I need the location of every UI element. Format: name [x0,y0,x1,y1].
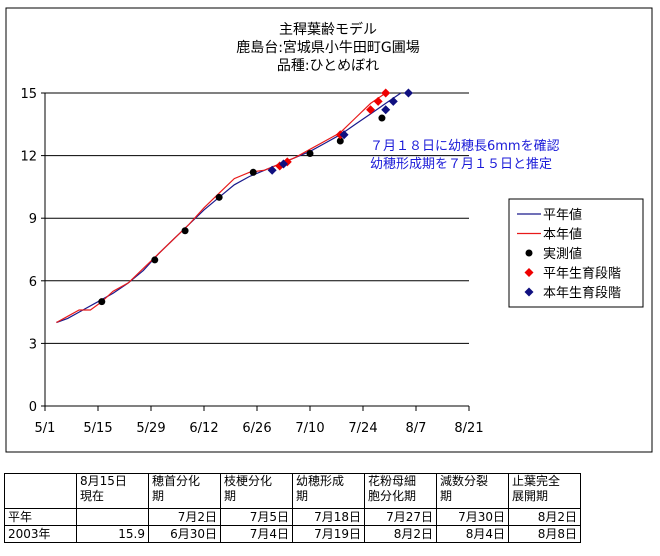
table-cell: 6月30日 [148,525,221,543]
y-tick-label: 6 [29,275,37,290]
table-cell: 7月5日 [220,508,293,526]
legend-label: 平年生育段階 [543,266,621,282]
x-tick-label: 7/10 [295,421,324,436]
table-header-cell: 花粉母細 胞分化期 [364,473,437,509]
table-row: 2003年 15.9 6月30日 7月4日 7月19日 8月2日 8月4日 8月… [4,525,581,543]
table-header-cell [4,473,77,509]
chart-title-line: 主稈葉齢モデル [279,21,377,38]
data-point-2 [215,193,223,201]
x-tick-label: 6/12 [189,421,218,436]
x-tick-label: 8/7 [406,421,427,436]
table-cell: 8月2日 [508,508,581,526]
data-point-2 [98,298,106,306]
data-point-2 [151,256,159,264]
table-cell: 8月8日 [508,525,581,543]
y-tick-label: 3 [29,337,37,352]
y-tick-label: 12 [20,150,37,165]
data-point-2 [378,114,386,122]
y-tick-label: 9 [29,212,37,227]
y-tick-label: 15 [20,87,37,102]
x-tick-label: 8/21 [454,421,483,436]
legend-label: 実測値 [543,246,582,262]
data-point-4 [388,96,398,106]
x-tick-label: 6/26 [242,421,271,436]
table-cell [76,508,149,526]
table-header-cell: 幼穂形成 期 [292,473,365,509]
data-point-3 [366,105,376,115]
table-header-cell: 減数分裂 期 [436,473,509,509]
data-point-4 [279,159,288,169]
data-point-2 [336,137,344,145]
chart-title-line: 品種:ひとめぼれ [277,58,379,74]
table-cell: 7月30日 [436,508,509,526]
data-point-4 [267,165,277,175]
table-header-cell: 8月15日 現在 [76,473,149,509]
chart-annotation: ７月１８日に幼穂長6mmを確認 [370,138,560,154]
table-header-cell: 穂首分化 期 [148,473,221,509]
y-tick-label: 0 [29,400,37,415]
chart-annotation: 幼穂形成期を７月１５日と推定 [370,157,552,172]
table-header-row: 8月15日 現在 穂首分化 期 枝梗分化 期 幼穂形成 期 花粉母細 胞分化期 … [4,473,581,509]
table-cell: 7月4日 [220,525,293,543]
table-cell: 15.9 [76,525,149,543]
legend-swatch [525,249,533,257]
legend-label: 本年値 [543,227,582,243]
data-point-4 [403,88,413,98]
x-tick-label: 5/1 [35,421,56,436]
data-point-3 [373,96,383,106]
data-point-4 [381,105,391,115]
data-point-4 [339,130,349,140]
data-point-3 [381,88,391,98]
chart-panel: 主稈葉齢モデル 鹿島台:宮城県小牛田町G圃場 品種:ひとめぼれ 0 3 6 9 12 15 5/1… [5,7,653,453]
legend-swatch [524,287,534,297]
table-row: 平年 7月2日 7月5日 7月18日 7月27日 7月30日 8月2日 [4,508,581,526]
table-cell: 7月19日 [292,525,365,543]
growth-stage-table: 8月15日 現在 穂首分化 期 枝梗分化 期 幼穂形成 期 花粉母細 胞分化期 … [4,473,581,543]
table-row-label: 2003年 [4,525,77,543]
table-cell: 8月4日 [436,525,509,543]
data-point-2 [249,168,257,176]
data-point-2 [306,150,314,158]
table-cell: 7月18日 [292,508,365,526]
table-cell: 7月27日 [364,508,437,526]
table-row-label: 平年 [4,508,77,526]
data-point-2 [181,227,189,235]
x-tick-label: 5/15 [83,421,112,436]
legend-label: 平年値 [543,207,582,223]
x-tick-label: 7/24 [348,421,377,436]
table-cell: 8月2日 [364,525,437,543]
chart-title-line: 鹿島台:宮城県小牛田町G圃場 [236,39,420,56]
legend-label: 本年生育段階 [543,285,621,301]
table-cell: 7月2日 [148,508,221,526]
legend-swatch [524,268,534,277]
table-header-cell: 枝梗分化 期 [220,473,293,509]
x-tick-label: 5/29 [136,421,165,436]
table-header-cell: 止葉完全 展開期 [508,473,581,509]
